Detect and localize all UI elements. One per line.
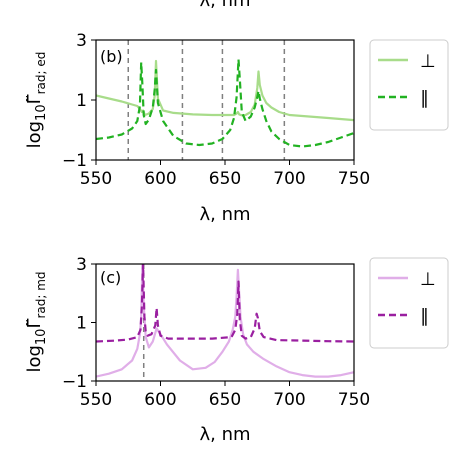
- panel-c-x-tick-label-1: 600: [144, 390, 176, 410]
- panel-b-x-tick-label-4: 750: [338, 169, 370, 189]
- panel-c-x-tick-label-2: 650: [209, 390, 241, 410]
- panel-c-legend-label-perp: ⊥: [420, 269, 436, 290]
- panel-c-series-parallel-line: [96, 264, 354, 343]
- panel-b-label: (b): [100, 47, 123, 66]
- panel-b-y-tick-label-1: 1: [76, 91, 87, 111]
- panel-b-xlabel: λ, nm: [199, 204, 250, 225]
- panel-c-series-perp-line: [96, 264, 354, 378]
- panel-b-y-ticks: −1 1 3: [62, 31, 96, 171]
- panel-c-y-tick-label-0: −1: [62, 372, 87, 392]
- panel-b: 550 600 650 700 750 −1 1 3 (b) λ, nm log10Γ̃ra…: [24, 31, 449, 225]
- panel-c-ylabel-main: Γ̃: [24, 319, 45, 329]
- panel-c-x-ticks: 550 600 650 700 750: [80, 381, 370, 410]
- panel-b-ylabel-sub2: rad; ed: [34, 52, 48, 95]
- panel-b-ylabel-log: log: [24, 121, 45, 148]
- panel-b-y-tick-label-0: −1: [62, 151, 87, 171]
- panel-b-series-perp-line: [96, 59, 354, 122]
- panel-b-x-tick-label-0: 550: [80, 169, 112, 189]
- panel-b-y-tick-label-2: 3: [76, 31, 87, 51]
- panel-c-ylabel-sub: 10: [34, 329, 49, 346]
- panel-c-x-tick-label-4: 750: [338, 390, 370, 410]
- panel-c-ylabel: log10Γ̃rad; md: [24, 271, 49, 372]
- panel-b-x-tick-label-1: 600: [144, 169, 176, 189]
- panel-c-ylabel-sub2: rad; md: [34, 271, 48, 318]
- panel-b-x-tick-label-3: 700: [273, 169, 305, 189]
- panel-c-legend-label-parallel: ∥: [420, 306, 429, 327]
- panel-b-legend-label-parallel: ∥: [420, 88, 429, 109]
- panel-c-series: [96, 264, 354, 378]
- panel-c-x-tick-label-0: 550: [80, 390, 112, 410]
- panel-c-ylabel-log: log: [24, 345, 45, 372]
- panel-b-legend: ⊥ ∥: [369, 39, 449, 131]
- panel-c: 550 600 650 700 750 −1 1 3 (c) λ, nm log10Γ̃ra…: [24, 255, 449, 445]
- panel-b-frame: [95, 39, 355, 161]
- panel-c-label: (c): [100, 268, 121, 287]
- panel-b-x-ticks: 550 600 650 700 750: [80, 160, 370, 189]
- panel-c-xlabel: λ, nm: [199, 424, 250, 445]
- panel-c-y-ticks: −1 1 3: [62, 255, 96, 392]
- top-clipped-xlabel: λ, nm: [199, 0, 250, 11]
- panel-c-y-tick-label-1: 1: [76, 314, 87, 334]
- panel-b-legend-label-perp: ⊥: [420, 51, 436, 72]
- panel-c-legend: ⊥ ∥: [369, 257, 449, 349]
- panel-b-x-tick-label-2: 650: [209, 169, 241, 189]
- panel-b-ylabel: log10Γ̃rad; ed: [24, 52, 49, 149]
- panel-b-ylabel-main: Γ̃: [24, 94, 45, 104]
- bottom-clipped-ylabel: ~: [44, 466, 59, 474]
- panel-b-series-parallel-line: [96, 58, 354, 148]
- panel-c-frame: [95, 263, 355, 382]
- panel-b-ylabel-sub: 10: [34, 104, 49, 121]
- panel-c-x-tick-label-3: 700: [273, 390, 305, 410]
- panel-c-y-tick-label-2: 3: [76, 255, 87, 275]
- panel-b-series: [96, 58, 354, 148]
